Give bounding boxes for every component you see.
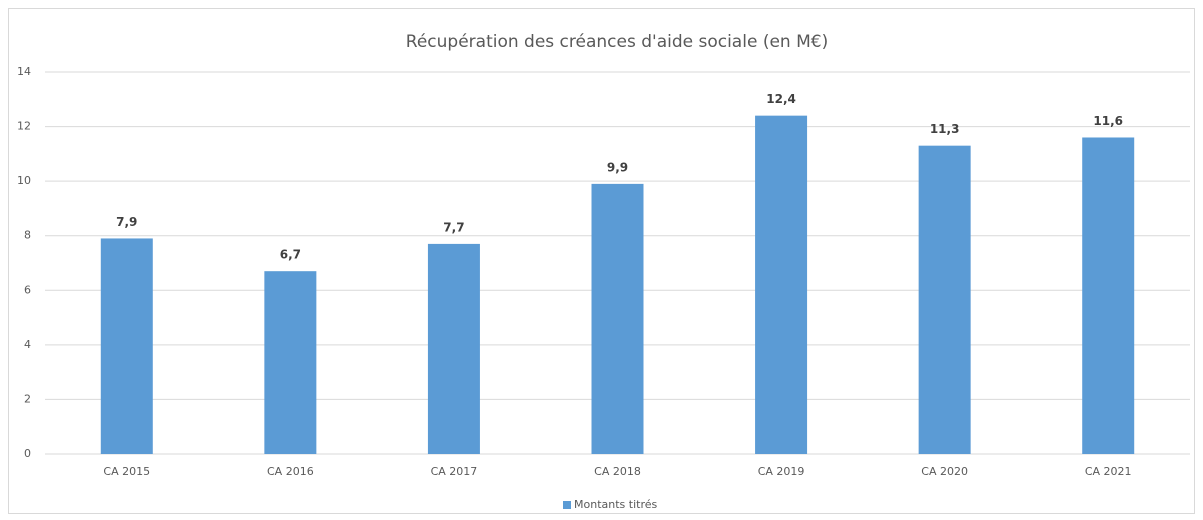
data-label: 11,3 (930, 122, 960, 136)
data-label: 12,4 (766, 92, 796, 106)
bar (1082, 137, 1135, 454)
x-tick-label: CA 2018 (594, 465, 641, 478)
bar (264, 271, 317, 454)
x-tick-label: CA 2019 (758, 465, 805, 478)
y-tick-label: 10 (17, 174, 31, 187)
y-tick-label: 0 (24, 447, 31, 460)
x-tick-label: CA 2015 (103, 465, 150, 478)
y-tick-label: 2 (24, 392, 31, 405)
bar (591, 183, 644, 454)
y-tick-label: 12 (17, 120, 31, 133)
data-label: 7,7 (443, 220, 464, 234)
y-tick-label: 6 (24, 283, 31, 296)
y-tick-label: 4 (24, 338, 31, 351)
legend-swatch (563, 501, 571, 509)
y-tick-label: 14 (17, 65, 31, 78)
data-label: 11,6 (1093, 114, 1123, 128)
x-tick-label: CA 2020 (921, 465, 968, 478)
bar (918, 145, 971, 454)
legend-label: Montants titrés (574, 498, 657, 511)
bar (755, 115, 808, 455)
chart-title: Récupération des créances d'aide sociale… (406, 32, 828, 52)
data-label: 6,7 (280, 248, 301, 262)
data-label: 7,9 (116, 215, 137, 229)
bar (100, 238, 153, 454)
x-tick-label: CA 2017 (431, 465, 478, 478)
y-tick-label: 8 (24, 229, 31, 242)
data-label: 9,9 (607, 160, 628, 174)
x-tick-label: CA 2021 (1085, 465, 1132, 478)
bar (427, 243, 480, 454)
x-tick-label: CA 2016 (267, 465, 314, 478)
